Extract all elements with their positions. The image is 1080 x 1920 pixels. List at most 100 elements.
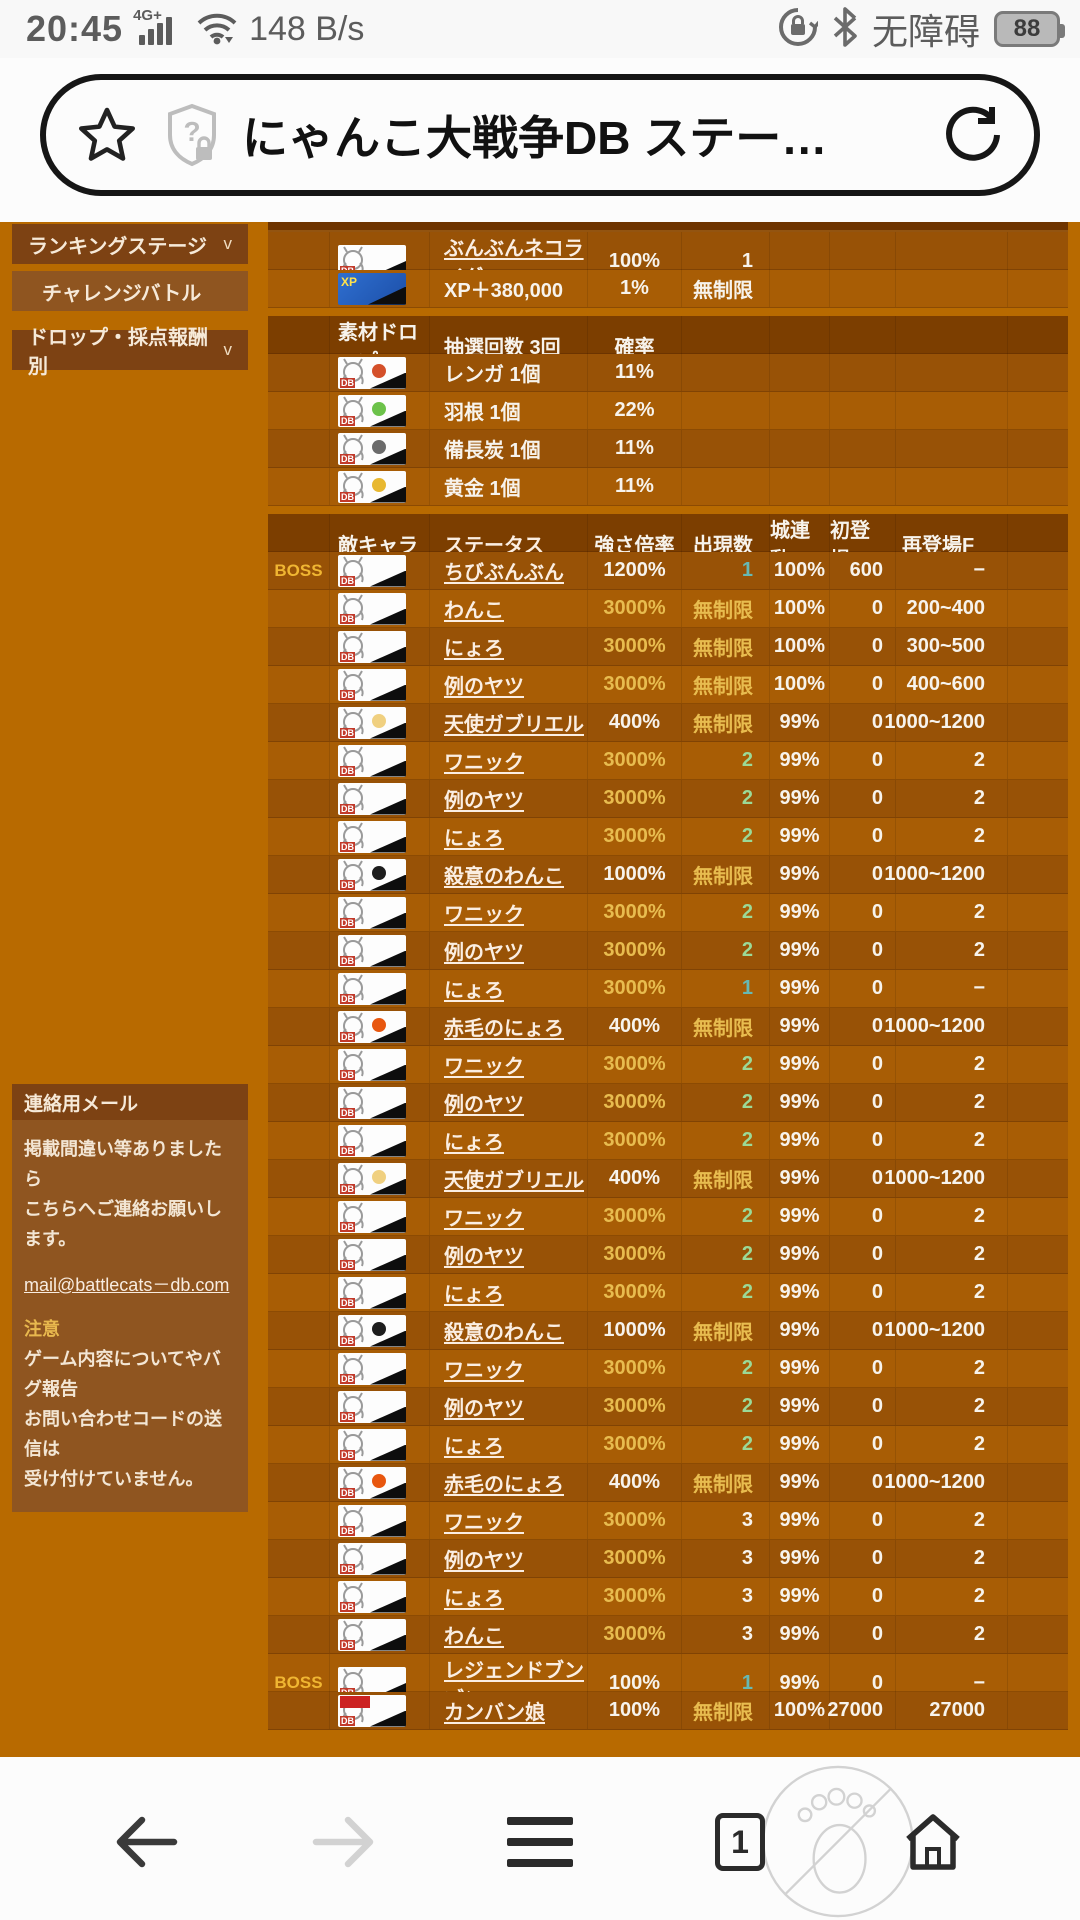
drop-row: DB 黄金 1個 11% xyxy=(268,468,1068,506)
enemy-name-link[interactable]: ちびぶんぶん xyxy=(444,562,564,584)
enemy-first-frame: 0 xyxy=(871,711,883,733)
sidebar-item[interactable]: チャレンジバトル xyxy=(12,271,248,311)
enemy-re-frame: 1000~1200 xyxy=(884,1319,985,1341)
thumb-accent xyxy=(372,1169,386,1184)
enemy-name-link[interactable]: 殺意のわんこ xyxy=(444,866,564,888)
enemy-name-link[interactable]: 例のヤツ xyxy=(444,942,524,964)
enemy-name-link[interactable]: ワニック xyxy=(444,1208,524,1230)
enemy-count: 無制限 xyxy=(693,1322,753,1344)
enemy-strength: 3000% xyxy=(603,1395,666,1417)
enemy-first-frame: 0 xyxy=(871,1015,883,1037)
enemy-name-link[interactable]: にょろ xyxy=(444,638,504,660)
enemy-name-link[interactable]: にょろ xyxy=(444,1284,504,1306)
enemy-name-link[interactable]: にょろ xyxy=(444,1436,504,1458)
home-button[interactable] xyxy=(898,1807,968,1877)
enemy-count: 3 xyxy=(741,1585,753,1607)
refresh-icon[interactable] xyxy=(944,105,1004,165)
menu-button[interactable] xyxy=(505,1807,575,1877)
enemy-count: 無制限 xyxy=(693,676,753,698)
enemy-row: DB 例のヤツ 3000% 3 99% 0 2 xyxy=(268,1540,1068,1578)
back-button[interactable] xyxy=(112,1807,182,1877)
enemy-name-link[interactable]: ワニック xyxy=(444,752,524,774)
thumb-accent xyxy=(372,1321,386,1336)
enemy-row: DB 殺意のわんこ 1000% 無制限 99% 0 1000~1200 xyxy=(268,856,1068,894)
enemy-name-link[interactable]: にょろ xyxy=(444,828,504,850)
thumb-wedge xyxy=(370,1140,406,1157)
enemy-name-link[interactable]: 殺意のわんこ xyxy=(444,1322,564,1344)
enemy-count: 2 xyxy=(741,1053,753,1075)
thumb-wedge xyxy=(370,646,406,663)
enemy-first-frame: 0 xyxy=(871,787,883,809)
db-stamp: DB xyxy=(340,491,355,502)
enemy-name-link[interactable]: 天使ガブリエル xyxy=(444,1170,584,1192)
enemy-strength: 3000% xyxy=(603,1281,666,1303)
thumb-wedge xyxy=(370,570,406,587)
enemy-castle-link: 99% xyxy=(779,1281,820,1303)
site-security-shield-icon[interactable]: ? xyxy=(164,103,220,167)
enemy-row: DB わんこ 3000% 3 99% 0 2 xyxy=(268,1616,1068,1654)
enemy-name-link[interactable]: 例のヤツ xyxy=(444,790,524,812)
enemy-count: 3 xyxy=(741,1547,753,1569)
bluetooth-icon xyxy=(832,6,858,52)
enemy-row: DB カンバン娘 100% 無制限 100% 27000 27000 xyxy=(268,1692,1068,1730)
enemy-row: DB 例のヤツ 3000% 2 99% 0 2 xyxy=(268,1236,1068,1274)
enemy-count: 3 xyxy=(741,1623,753,1645)
enemy-castle-link: 100% xyxy=(773,673,826,695)
enemy-castle-link: 99% xyxy=(779,1319,820,1341)
enemy-castle-link: 99% xyxy=(779,1243,820,1265)
enemy-strength: 3000% xyxy=(603,1433,666,1455)
drop-item-name: 備長炭 1個 xyxy=(444,440,541,462)
enemy-name-link[interactable]: ワニック xyxy=(444,904,524,926)
enemy-name-link[interactable]: 例のヤツ xyxy=(444,676,524,698)
enemy-count: 1 xyxy=(741,1671,753,1694)
enemy-first-frame: 0 xyxy=(871,1509,883,1531)
thumb-wedge xyxy=(370,684,406,701)
boss-badge: BOSS xyxy=(274,560,323,580)
tabs-button[interactable]: 1 xyxy=(705,1807,775,1877)
enemy-name-link[interactable]: 赤毛のにょろ xyxy=(444,1474,564,1496)
enemy-name-link[interactable]: 例のヤツ xyxy=(444,1398,524,1420)
enemy-name-link[interactable]: 例のヤツ xyxy=(444,1246,524,1268)
bookmark-star-icon[interactable] xyxy=(76,105,138,165)
clock: 20:45 xyxy=(26,8,124,49)
enemy-first-frame: 0 xyxy=(871,1167,883,1189)
hamburger-icon xyxy=(507,1817,573,1867)
db-stamp: DB xyxy=(340,689,355,700)
enemy-status-header-link[interactable]: ステータス xyxy=(444,534,544,557)
enemy-strength: 3000% xyxy=(603,901,666,923)
enemy-name-link[interactable]: にょろ xyxy=(444,1132,504,1154)
enemy-name-link[interactable]: わんこ xyxy=(444,1626,504,1648)
enemy-name-link[interactable]: 天使ガブリエル xyxy=(444,714,584,736)
reward-count: 無制限 xyxy=(693,280,753,302)
thumb-wedge xyxy=(370,950,406,967)
contact-mail-link[interactable]: mail@battlecats－db.com xyxy=(24,1275,230,1295)
enemy-castle-link: 99% xyxy=(779,1167,820,1189)
character-thumbnail: DB xyxy=(338,1618,406,1651)
forward-button[interactable] xyxy=(308,1807,378,1877)
sidebar-item[interactable]: ドロップ・採点報酬別 v xyxy=(12,327,248,378)
enemy-name-link[interactable]: にょろ xyxy=(444,1588,504,1610)
enemy-name-link[interactable]: わんこ xyxy=(444,600,504,622)
enemy-count: 無制限 xyxy=(693,866,753,888)
enemy-count: 2 xyxy=(741,749,753,771)
enemy-first-frame: 0 xyxy=(871,1091,883,1113)
character-thumbnail: DB xyxy=(338,1542,406,1575)
enemy-count: 無制限 xyxy=(693,1702,753,1724)
enemy-re-frame: 2 xyxy=(973,939,985,961)
enemy-castle-link: 99% xyxy=(779,1129,820,1151)
sidebar-item[interactable]: ランキングステージ v xyxy=(12,224,248,264)
enemy-name-link[interactable]: カンバン娘 xyxy=(444,1702,545,1724)
character-thumbnail: DB xyxy=(338,470,406,503)
enemy-name-link[interactable]: ワニック xyxy=(444,1056,524,1078)
enemy-name-link[interactable]: 赤毛のにょろ xyxy=(444,1018,564,1040)
battery-percent: 88 xyxy=(1013,15,1041,42)
enemy-name-link[interactable]: 例のヤツ xyxy=(444,1094,524,1116)
enemy-name-link[interactable]: にょろ xyxy=(444,980,504,1002)
address-bar[interactable]: ? にゃんこ大戦争DB ステー… xyxy=(40,74,1040,196)
enemy-strength: 3000% xyxy=(603,1205,666,1227)
enemy-name-link[interactable]: ワニック xyxy=(444,1360,524,1382)
enemy-name-link[interactable]: 例のヤツ xyxy=(444,1550,524,1572)
enemy-first-frame: 0 xyxy=(871,1243,883,1265)
enemy-name-link[interactable]: ワニック xyxy=(444,1512,524,1534)
character-thumbnail: DB xyxy=(338,934,406,967)
